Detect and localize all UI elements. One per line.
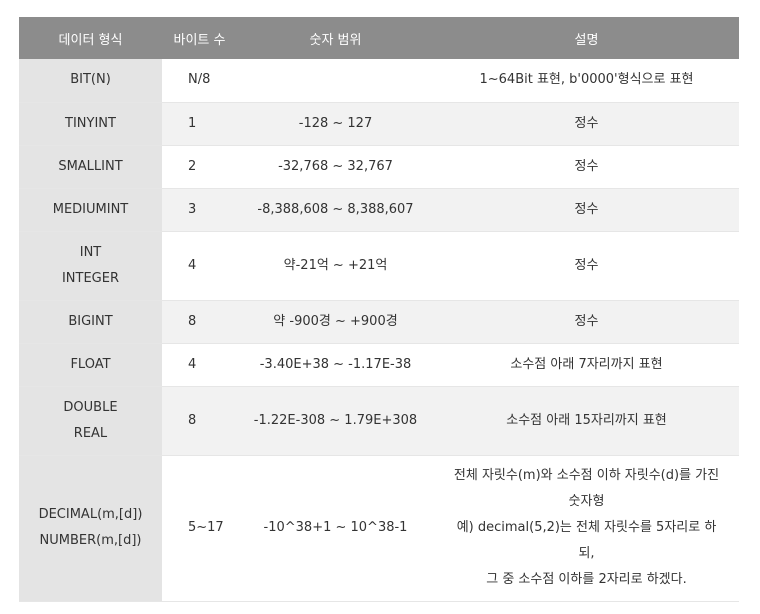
range-cell: 약-21억 ~ +21억 (237, 231, 434, 301)
range-cell: -3.40E+38 ~ -1.17E-38 (237, 343, 434, 387)
range-cell: -32,768 ~ 32,767 (237, 145, 434, 189)
description-cell: 전체 자릿수(m)와 소수점 이하 자릿수(d)를 가진 숫자형 예) deci… (434, 455, 739, 602)
bytes-cell: 1 (162, 102, 237, 146)
bytes-cell: 3 (162, 188, 237, 232)
data-type-cell: INT INTEGER (19, 231, 162, 301)
description-line: 전체 자릿수(m)와 소수점 이하 자릿수(d)를 가진 (453, 468, 720, 483)
data-type-cell: FLOAT (19, 343, 162, 387)
table-row: SMALLINT 2 -32,768 ~ 32,767 정수 (19, 145, 739, 189)
table-row: TINYINT 1 -128 ~ 127 정수 (19, 102, 739, 146)
range-cell: -10^38+1 ~ 10^38-1 (237, 455, 434, 602)
data-type-cell: BIGINT (19, 300, 162, 344)
header-description: 설명 (434, 17, 739, 59)
data-type-table: 데이터 형식 바이트 수 숫자 범위 설명 BIT(N) N/8 1~64Bit… (19, 17, 739, 602)
description-cell: 정수 (434, 145, 739, 189)
data-type-cell: TINYINT (19, 102, 162, 146)
table-header-row: 데이터 형식 바이트 수 숫자 범위 설명 (19, 17, 739, 59)
description-cell: 1~64Bit 표현, b'0000'형식으로 표현 (434, 59, 739, 103)
data-type-cell: BIT(N) (19, 59, 162, 103)
data-type-label: BIGINT (68, 313, 113, 329)
range-cell (237, 59, 434, 103)
table-row: MEDIUMINT 3 -8,388,608 ~ 8,388,607 정수 (19, 188, 739, 232)
description-cell: 정수 (434, 300, 739, 344)
bytes-cell: 2 (162, 145, 237, 189)
data-type-label: DECIMAL(m,[d]) (38, 507, 143, 522)
range-cell: 약 -900경 ~ +900경 (237, 300, 434, 344)
bytes-cell: 5~17 (162, 455, 237, 602)
table-row: BIGINT 8 약 -900경 ~ +900경 정수 (19, 300, 739, 344)
data-type-label: REAL (73, 425, 108, 441)
header-range: 숫자 범위 (237, 17, 434, 59)
data-type-cell: MEDIUMINT (19, 188, 162, 232)
description-cell: 소수점 아래 15자리까지 표현 (434, 386, 739, 456)
description-cell: 소수점 아래 7자리까지 표현 (434, 343, 739, 387)
range-cell: -128 ~ 127 (237, 102, 434, 146)
table-row: FLOAT 4 -3.40E+38 ~ -1.17E-38 소수점 아래 7자리… (19, 343, 739, 387)
header-data-type: 데이터 형식 (19, 17, 162, 59)
data-type-label: INTEGER (61, 270, 120, 286)
table-row: DOUBLE REAL 8 -1.22E-308 ~ 1.79E+308 소수점… (19, 386, 739, 456)
bytes-cell: 8 (162, 300, 237, 344)
description-line: 예) decimal(5,2)는 전체 자릿수를 5자리로 하 (456, 520, 717, 535)
header-bytes: 바이트 수 (162, 17, 237, 59)
range-cell: -8,388,608 ~ 8,388,607 (237, 188, 434, 232)
data-type-label: BIT(N) (70, 72, 111, 88)
table-row: INT INTEGER 4 약-21억 ~ +21억 정수 (19, 231, 739, 301)
description-line: 숫자형 (568, 494, 605, 509)
data-type-label: MEDIUMINT (52, 201, 129, 217)
table-row: BIT(N) N/8 1~64Bit 표현, b'0000'형식으로 표현 (19, 59, 739, 103)
bytes-cell: 4 (162, 231, 237, 301)
data-type-cell: SMALLINT (19, 145, 162, 189)
bytes-cell: 8 (162, 386, 237, 456)
data-type-label: INT (79, 244, 102, 260)
data-type-label: NUMBER(m,[d]) (39, 533, 142, 548)
table-row: DECIMAL(m,[d]) NUMBER(m,[d]) 5~17 -10^38… (19, 455, 739, 602)
bytes-cell: 4 (162, 343, 237, 387)
data-type-table-container: 데이터 형식 바이트 수 숫자 범위 설명 BIT(N) N/8 1~64Bit… (19, 17, 739, 602)
data-type-label: FLOAT (70, 356, 111, 372)
data-type-label: SMALLINT (58, 158, 123, 174)
data-type-cell: DECIMAL(m,[d]) NUMBER(m,[d]) (19, 455, 162, 602)
description-cell: 정수 (434, 231, 739, 301)
data-type-label: TINYINT (65, 115, 116, 131)
description-line: 그 중 소수점 이하를 2자리로 하겠다. (486, 572, 687, 587)
description-cell: 정수 (434, 102, 739, 146)
data-type-label: DOUBLE (63, 399, 118, 415)
data-type-cell: DOUBLE REAL (19, 386, 162, 456)
description-cell: 정수 (434, 188, 739, 232)
bytes-cell: N/8 (162, 59, 237, 103)
range-cell: -1.22E-308 ~ 1.79E+308 (237, 386, 434, 456)
description-line: 되, (578, 546, 595, 561)
